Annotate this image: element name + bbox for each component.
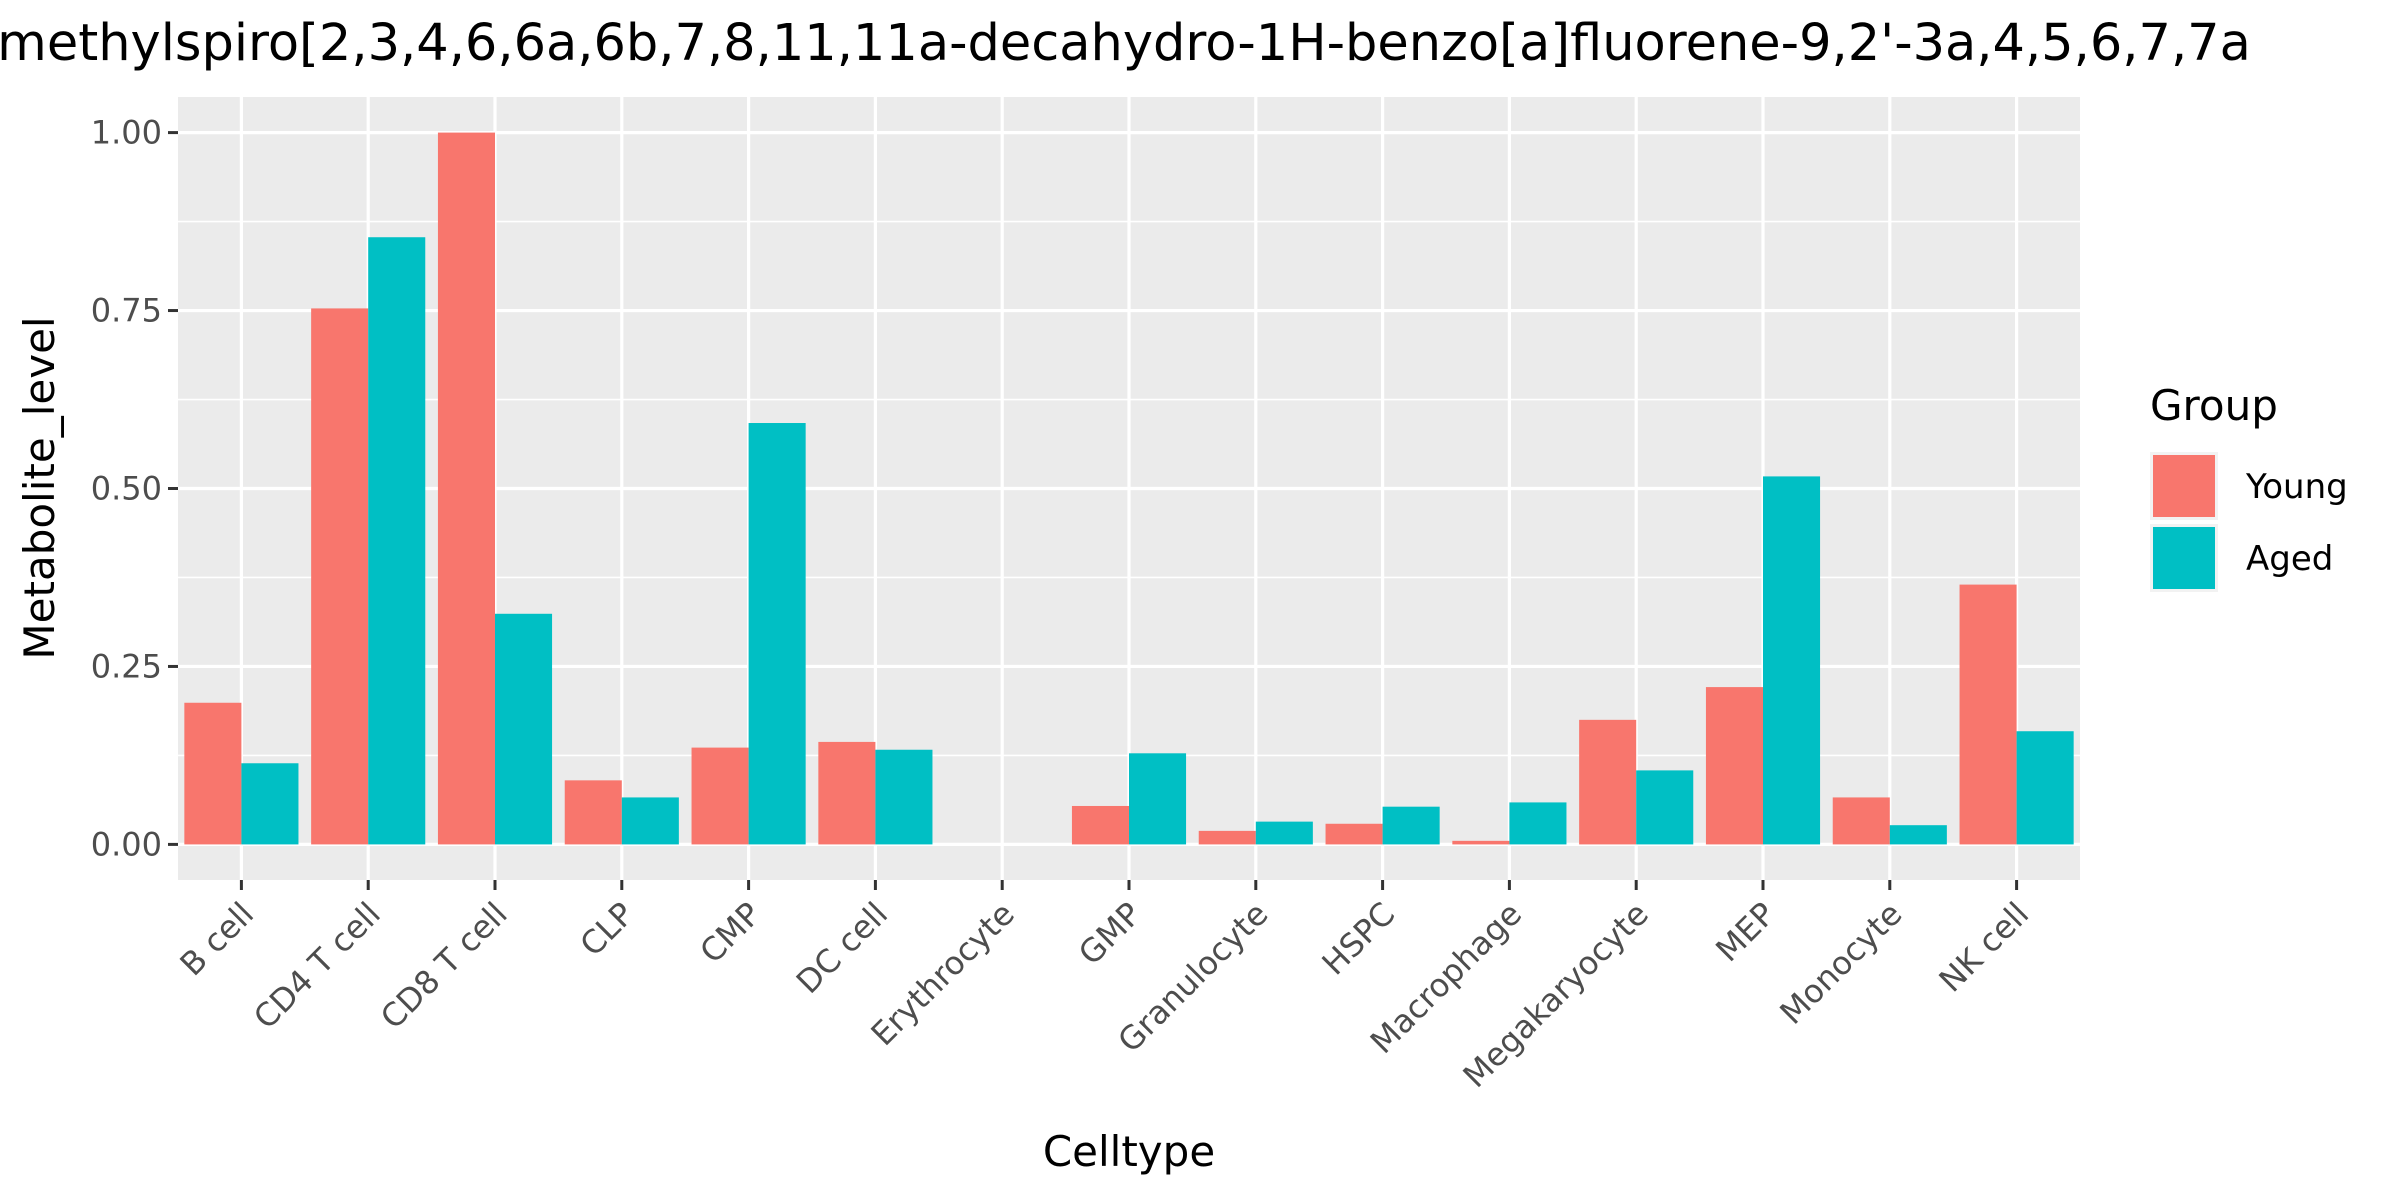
bar-aged-megakaryocyte: [1636, 770, 1694, 845]
bar-young-dc-cell: [818, 741, 876, 845]
bar-young-hspc: [1325, 823, 1383, 845]
bar-aged-cd4-t-cell: [368, 237, 426, 845]
x-tick-label: HSPC: [1315, 895, 1403, 983]
x-tick-label: Monocyte: [1772, 895, 1909, 1032]
bar-young-megakaryocyte: [1579, 719, 1637, 845]
legend-title: Group: [2150, 381, 2278, 430]
x-tick-label: NK cell: [1931, 895, 2036, 1000]
bar-aged-clp: [621, 797, 679, 845]
y-axis: 0.00 0.25 0.50 0.75 1.00: [91, 114, 178, 863]
bar-young-macrophage: [1452, 840, 1510, 845]
bar-aged-dc-cell: [875, 749, 933, 845]
bar-young-cd8-t-cell: [437, 132, 495, 845]
bar-young-monocyte: [1832, 797, 1890, 845]
legend-swatch-aged: [2153, 527, 2215, 589]
x-tick-label: B cell: [173, 895, 262, 984]
x-tick-label: CLP: [573, 895, 642, 964]
legend-label-young: Young: [2245, 467, 2348, 507]
bar-young-nk-cell: [1959, 584, 2017, 845]
bar-aged-macrophage: [1509, 802, 1567, 845]
bar-aged-nk-cell: [2016, 731, 2074, 845]
x-tick-label: CMP: [692, 895, 768, 971]
bar-aged-gmp: [1129, 753, 1187, 845]
bar-aged-b-cell: [241, 763, 299, 845]
y-axis-title: Metabolite_level: [15, 316, 64, 659]
x-tick-label: CD4 T cell: [246, 895, 388, 1037]
bar-young-cd4-t-cell: [311, 308, 369, 845]
bar-aged-granulocyte: [1255, 821, 1313, 845]
y-tick-label: 0.25: [91, 647, 162, 685]
bar-young-clp: [564, 780, 622, 845]
y-tick-label: 1.00: [91, 114, 162, 152]
x-tick-label: CD8 T cell: [373, 895, 515, 1037]
bars: [184, 132, 2074, 845]
x-axis-title: Celltype: [1043, 1127, 1215, 1176]
legend-swatch-young: [2153, 455, 2215, 517]
y-tick-label: 0.75: [91, 292, 162, 330]
legend-label-aged: Aged: [2246, 539, 2333, 579]
bar-young-granulocyte: [1198, 830, 1256, 845]
bar-young-mep: [1705, 687, 1763, 845]
bar-aged-mep: [1763, 476, 1821, 845]
x-tick-label: DC cell: [789, 895, 895, 1001]
x-tick-label: GMP: [1071, 895, 1149, 973]
bar-aged-hspc: [1382, 806, 1440, 845]
bar-young-gmp: [1071, 805, 1129, 845]
legend: Group Young Aged: [2150, 381, 2348, 592]
chart-title: methylspiro[2,3,4,6,6a,6b,7,8,11,11a-dec…: [0, 14, 2251, 73]
bar-aged-monocyte: [1889, 825, 1947, 845]
bar-young-cmp: [691, 747, 749, 845]
y-tick-label: 0.00: [91, 825, 162, 863]
bar-aged-cmp: [748, 423, 806, 845]
y-tick-label: 0.50: [91, 470, 162, 508]
x-tick-label: MEP: [1708, 895, 1782, 969]
bar-young-b-cell: [184, 702, 242, 845]
bar-aged-cd8-t-cell: [495, 613, 553, 845]
